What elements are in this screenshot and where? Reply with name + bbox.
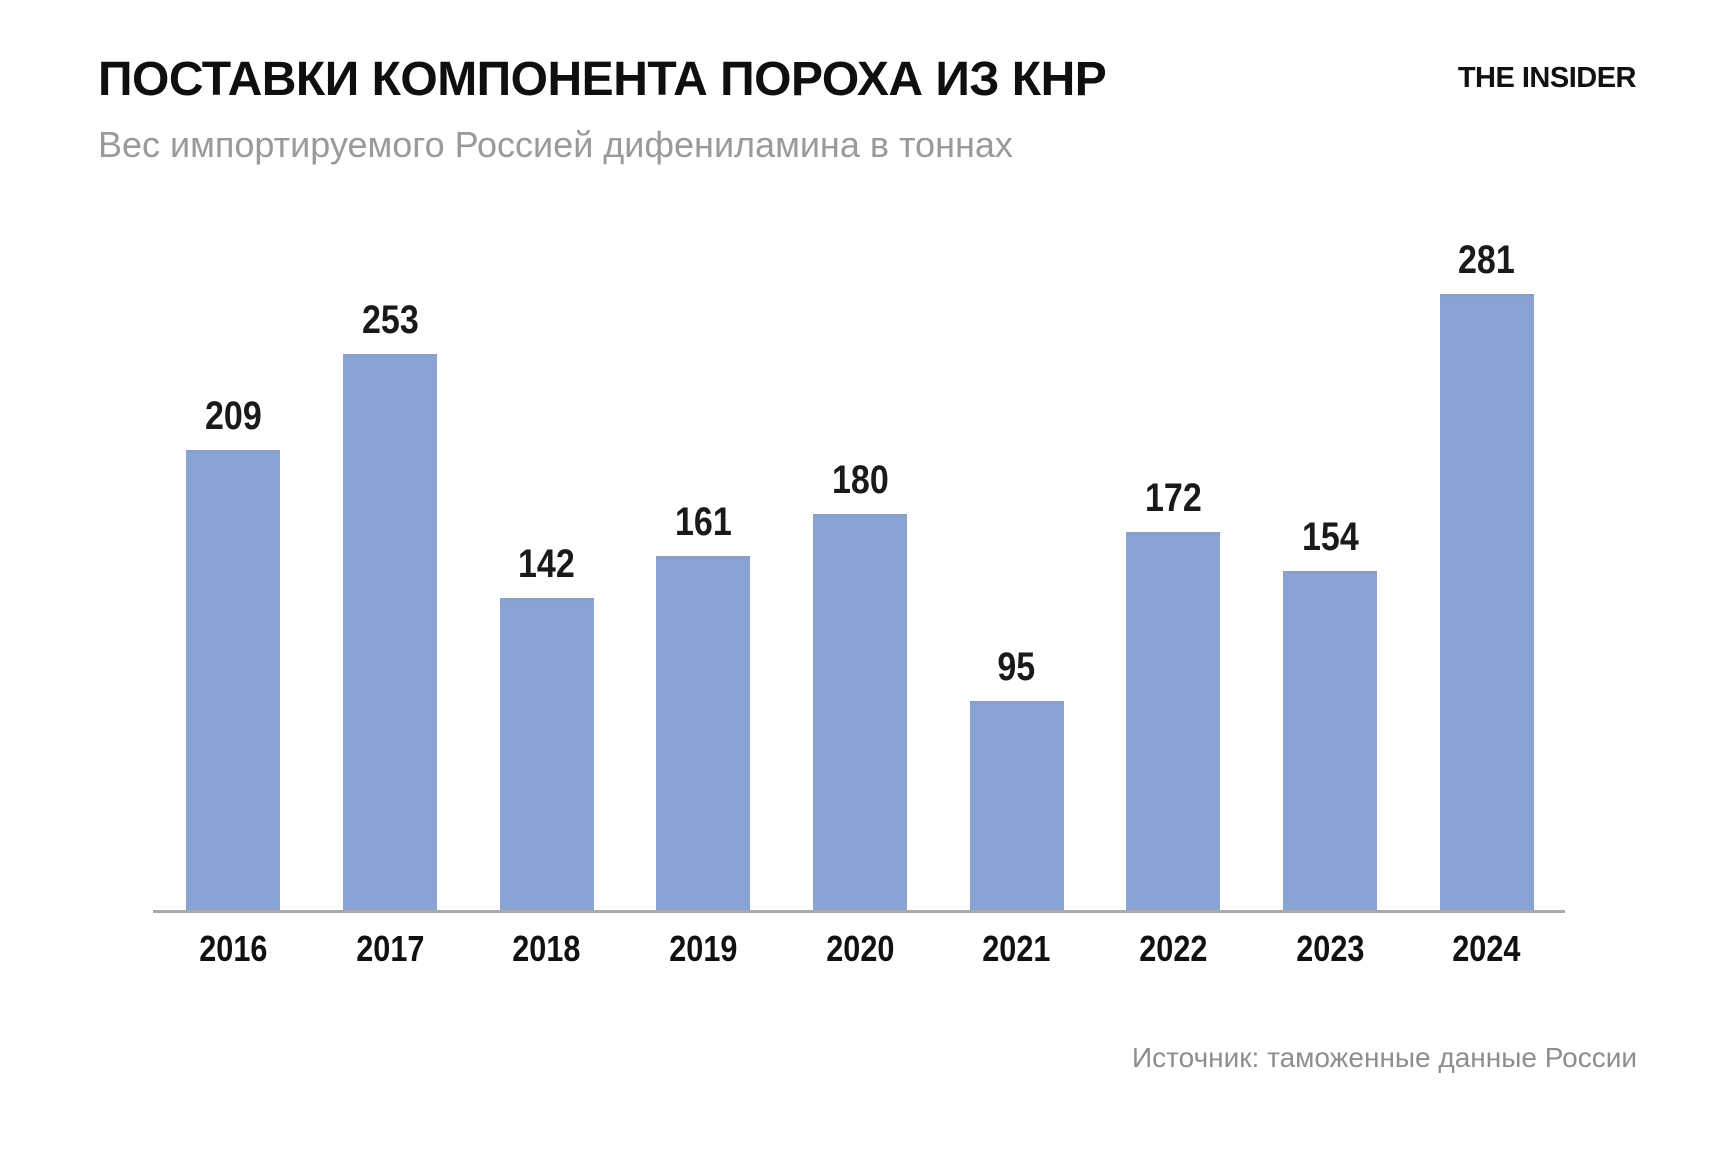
bar-group-2016: 209 bbox=[155, 238, 312, 910]
bar-group-2017: 253 bbox=[312, 238, 469, 910]
bar-2020 bbox=[813, 514, 908, 910]
bar-group-2021: 95 bbox=[938, 238, 1095, 910]
value-label-2024: 281 bbox=[1458, 238, 1516, 282]
bar-2016 bbox=[186, 450, 281, 910]
page-title: ПОСТАВКИ КОМПОНЕНТА ПОРОХА ИЗ КНР bbox=[98, 53, 1107, 106]
bar-group-2023: 154 bbox=[1252, 238, 1409, 910]
source-note: Источник: таможенные данные России bbox=[1132, 1042, 1637, 1073]
value-label-2017: 253 bbox=[361, 298, 419, 342]
x-tick-2023: 2023 bbox=[1295, 928, 1365, 969]
bar-group-2022: 172 bbox=[1095, 238, 1252, 910]
the-insider-logo: THE INSIDER bbox=[1457, 62, 1637, 94]
x-tick-2022: 2022 bbox=[1139, 928, 1208, 969]
bar-group-2024: 281 bbox=[1408, 238, 1565, 910]
x-tick-2019: 2019 bbox=[669, 928, 738, 969]
x-axis-labels: 2016 2017 2018 2019 2020 2021 2022 2023 2024 bbox=[155, 928, 1565, 970]
bar-2021 bbox=[969, 701, 1064, 910]
x-tick-2024: 2024 bbox=[1452, 928, 1521, 969]
bar-2022 bbox=[1126, 532, 1221, 910]
x-axis-line bbox=[153, 910, 1565, 913]
x-tick-2020: 2020 bbox=[825, 928, 895, 969]
bar-group-2019: 161 bbox=[625, 238, 782, 910]
value-label-2016: 209 bbox=[204, 394, 262, 438]
bar-2018 bbox=[499, 598, 594, 910]
value-label-2022: 172 bbox=[1144, 476, 1202, 520]
bar-2017 bbox=[343, 354, 437, 910]
value-label-2019: 161 bbox=[674, 500, 732, 544]
plot-area: 209 253 142 161 180 95 172 154 281 bbox=[155, 238, 1565, 910]
chart-subtitle: Вес импортируемого Россией дифениламина … bbox=[98, 124, 1013, 165]
bar-2019 bbox=[656, 556, 751, 910]
value-label-2018: 142 bbox=[518, 542, 576, 586]
x-tick-2018: 2018 bbox=[512, 928, 581, 969]
value-label-2020: 180 bbox=[831, 458, 889, 502]
x-tick-2021: 2021 bbox=[982, 928, 1051, 969]
x-tick-2016: 2016 bbox=[199, 928, 268, 969]
value-label-2021: 95 bbox=[997, 645, 1036, 689]
value-label-2023: 154 bbox=[1301, 515, 1359, 559]
bar-2023 bbox=[1283, 571, 1378, 910]
x-tick-2017: 2017 bbox=[355, 928, 425, 969]
bar-group-2018: 142 bbox=[468, 238, 625, 910]
bar-2024 bbox=[1439, 294, 1534, 910]
bar-group-2020: 180 bbox=[782, 238, 939, 910]
